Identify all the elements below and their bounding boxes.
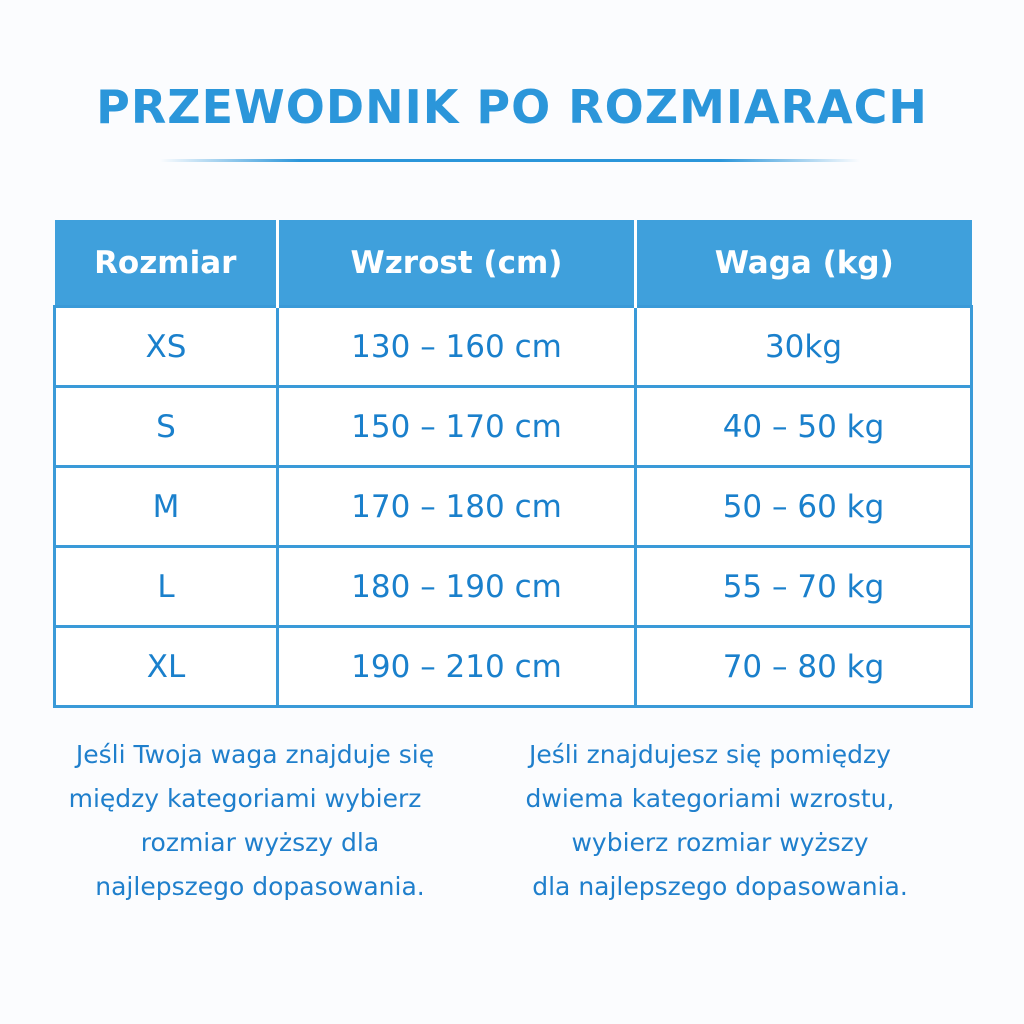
note-line: Jeśli znajdujesz się pomiędzy — [529, 740, 891, 769]
cell-height: 190 – 210 cm — [276, 625, 637, 708]
title-divider — [160, 159, 860, 162]
cell-weight: 55 – 70 kg — [634, 545, 973, 628]
cell-size: L — [53, 545, 279, 628]
table-row: S 150 – 170 cm 40 – 50 kg — [53, 385, 973, 468]
header-size: Rozmiar — [54, 220, 278, 307]
note-weight: Jeśli Twoja waga znajduje się między kat… — [40, 733, 480, 909]
table-row: M 170 – 180 cm 50 – 60 kg — [53, 465, 973, 548]
size-table: Rozmiar Wzrost (cm) Waga (kg) XS 130 – 16… — [53, 220, 973, 708]
cell-height: 150 – 170 cm — [276, 385, 637, 468]
note-line: najlepszego dopasowania. — [95, 872, 425, 901]
cell-height: 170 – 180 cm — [276, 465, 637, 548]
note-line: rozmiar wyższy dla — [140, 828, 380, 857]
header-weight: Waga (kg) — [634, 220, 972, 307]
cell-weight: 40 – 50 kg — [634, 385, 973, 468]
cell-weight: 30kg — [634, 305, 973, 388]
table-row: L 180 – 190 cm 55 – 70 kg — [53, 545, 973, 628]
cell-weight: 50 – 60 kg — [634, 465, 973, 548]
cell-weight: 70 – 80 kg — [634, 625, 973, 708]
note-line: między kategoriami wybierz — [68, 784, 422, 813]
table-row: XS 130 – 160 cm 30kg — [53, 305, 973, 388]
note-line: Jeśli Twoja waga znajduje się — [75, 740, 435, 769]
note-line: dla najlepszego dopasowania. — [532, 872, 908, 901]
header-height: Wzrost (cm) — [276, 220, 636, 307]
cell-size: M — [53, 465, 279, 548]
table-row: XL 190 – 210 cm 70 – 80 kg — [53, 625, 973, 708]
cell-size: XL — [53, 625, 279, 708]
page-title: PRZEWODNIK PO ROZMIARACH — [96, 80, 928, 134]
note-height: Jeśli znajdujesz się pomiędzy dwiema kat… — [500, 733, 940, 909]
table-header-row: Rozmiar Wzrost (cm) Waga (kg) — [54, 220, 972, 307]
note-line: dwiema kategoriami wzrostu, — [525, 784, 895, 813]
cell-size: S — [53, 385, 279, 468]
cell-size: XS — [53, 305, 279, 388]
cell-height: 130 – 160 cm — [276, 305, 637, 388]
note-line: wybierz rozmiar wyższy — [571, 828, 869, 857]
cell-height: 180 – 190 cm — [276, 545, 637, 628]
